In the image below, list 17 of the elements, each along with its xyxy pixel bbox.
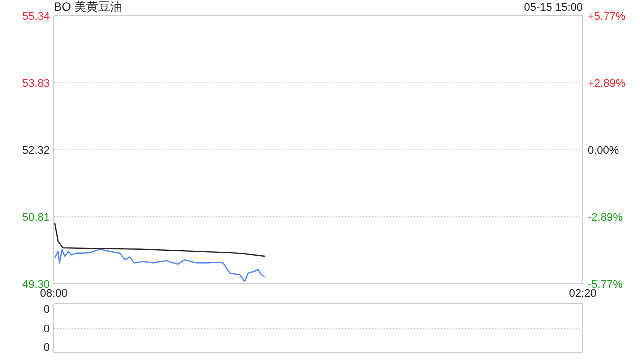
chart-title: BO 美黄豆油 bbox=[54, 0, 123, 14]
text: 0 bbox=[44, 324, 50, 336]
y2-tick-label: -5.77% bbox=[588, 279, 624, 291]
y-tick-label: 49.30 bbox=[22, 279, 50, 291]
text: 0 bbox=[44, 342, 50, 354]
y2-tick-label: +2.89% bbox=[588, 78, 626, 90]
chart-subtitle: 05-15 15:00 bbox=[524, 2, 583, 14]
x-tick-label: 08:00 bbox=[40, 288, 68, 300]
y-tick-label: 52.32 bbox=[22, 145, 50, 157]
y2-tick-label: -2.89% bbox=[588, 212, 624, 224]
x-tick-label: 02:20 bbox=[569, 288, 597, 300]
text: 0 bbox=[44, 304, 50, 316]
y-tick-label: 55.34 bbox=[22, 11, 50, 23]
y-tick-label: 53.83 bbox=[22, 78, 50, 90]
y2-tick-label: +5.77% bbox=[588, 11, 626, 23]
y2-tick-label: 0.00% bbox=[588, 145, 620, 157]
y-tick-label: 50.81 bbox=[22, 212, 50, 224]
